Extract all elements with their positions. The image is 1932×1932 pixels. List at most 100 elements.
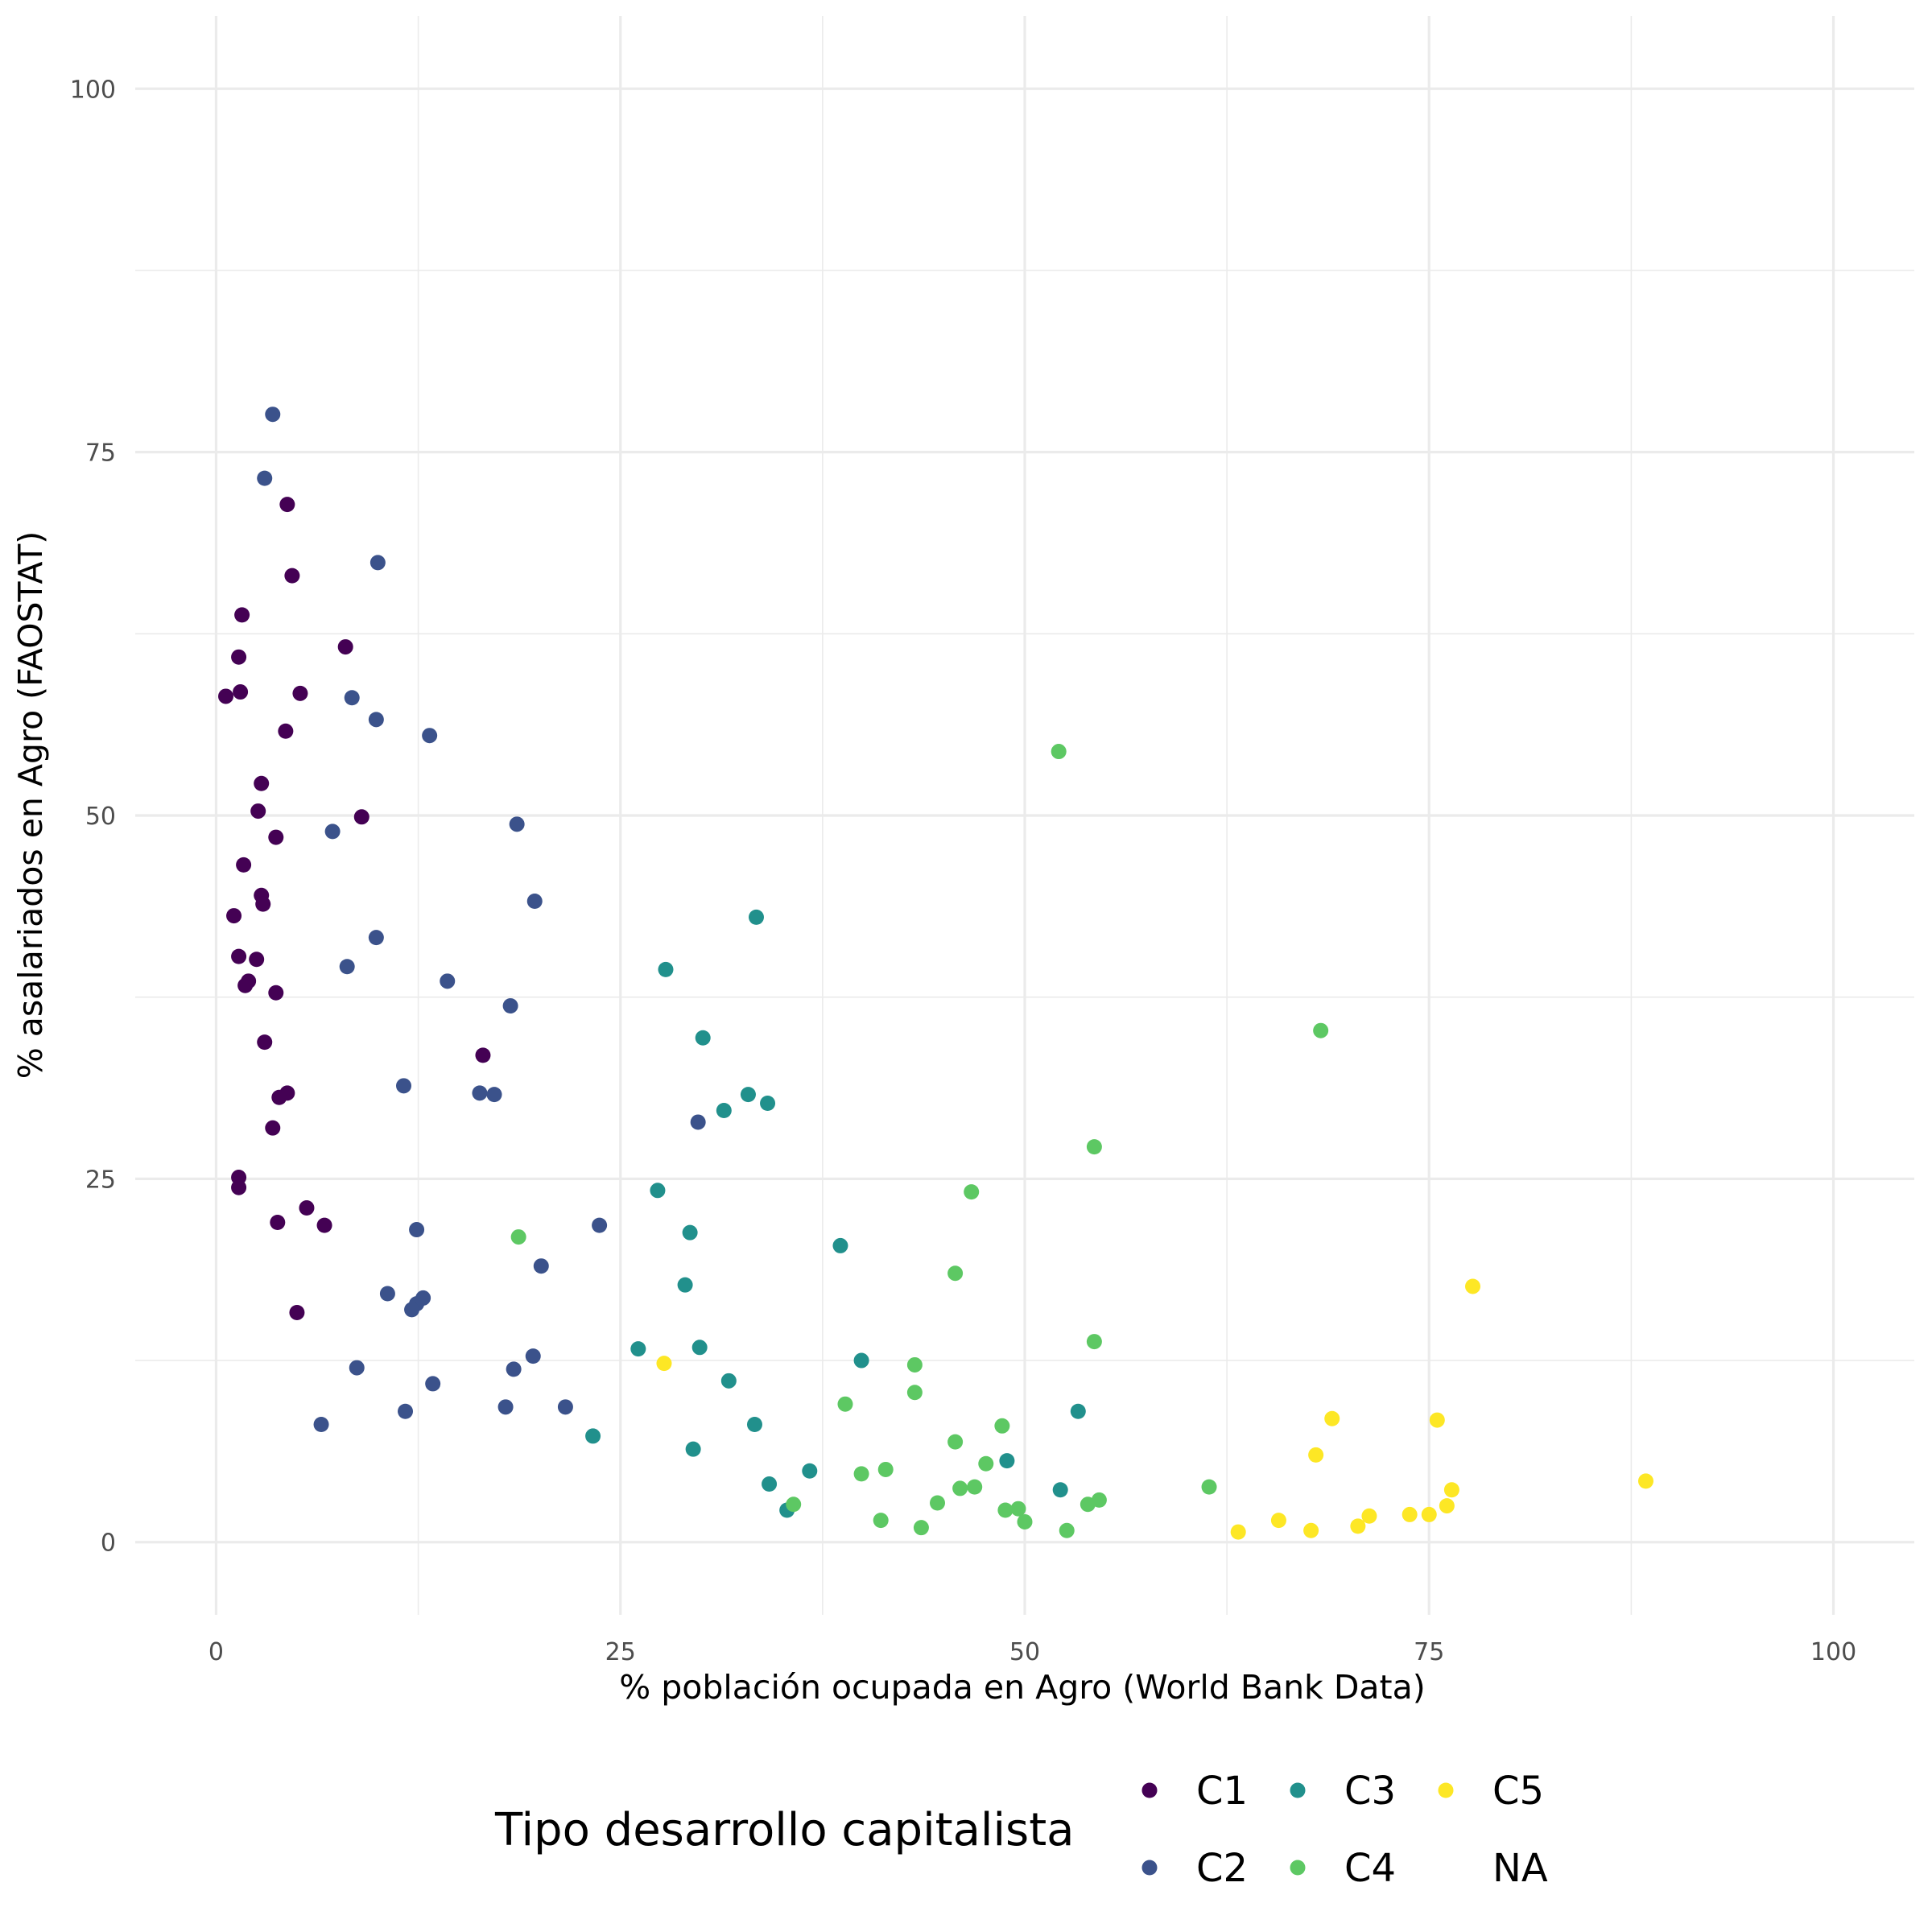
data-point (265, 1120, 281, 1136)
series-c5 (656, 1278, 1653, 1540)
data-point (690, 1114, 706, 1130)
x-tick-label: 25 (605, 1638, 636, 1666)
y-tick-label: 100 (70, 76, 116, 104)
y-tick-label: 0 (101, 1530, 116, 1558)
data-point (284, 568, 300, 584)
x-axis-title: % población ocupada en Agro (World Bank … (619, 1668, 1425, 1707)
data-point (691, 1340, 708, 1356)
data-point (720, 1373, 737, 1389)
data-point (349, 1360, 365, 1376)
data-point (1270, 1513, 1286, 1529)
data-point (509, 816, 525, 832)
data-point (1201, 1479, 1217, 1495)
data-point (1080, 1496, 1096, 1513)
legend-key (1290, 1782, 1306, 1798)
data-point (906, 1385, 923, 1401)
data-point (994, 1418, 1010, 1434)
data-point (1017, 1513, 1033, 1530)
data-point (525, 1348, 541, 1364)
legend-item-c1: C1 (1141, 1769, 1248, 1814)
data-point (398, 1403, 414, 1419)
data-point (853, 1466, 869, 1482)
data-point (630, 1341, 646, 1357)
y-tick-label: 50 (85, 803, 116, 831)
data-point (740, 1087, 756, 1103)
data-point (425, 1376, 441, 1392)
data-point (344, 690, 360, 706)
data-point (279, 497, 295, 513)
data-point (1308, 1447, 1324, 1463)
data-point (1086, 1139, 1102, 1155)
grid-lines (135, 16, 1914, 1615)
y-tick-label: 25 (85, 1166, 116, 1194)
data-point (978, 1455, 994, 1472)
data-point (947, 1265, 964, 1282)
data-point (786, 1496, 802, 1513)
data-point (832, 1237, 848, 1253)
data-point (257, 1034, 273, 1051)
data-point (1303, 1522, 1319, 1538)
legend-label: C2 (1196, 1846, 1248, 1891)
data-point (716, 1103, 732, 1119)
data-point (353, 809, 369, 825)
legend-label: C3 (1344, 1769, 1396, 1814)
data-point (967, 1479, 983, 1495)
y-axis-tick-labels: 0 25 50 75 100 (70, 76, 116, 1557)
legend-title: Tipo desarrollo capitalista (494, 1804, 1074, 1856)
data-point (1443, 1482, 1459, 1498)
x-axis-tick-labels: 0 25 50 75 100 (208, 1638, 1856, 1666)
legend-item-c4: C4 (1290, 1846, 1396, 1891)
data-point (1429, 1412, 1445, 1428)
data-point (404, 1302, 420, 1318)
data-point (254, 775, 270, 791)
x-tick-label: 75 (1414, 1638, 1444, 1666)
data-point (802, 1463, 818, 1479)
data-point (502, 998, 518, 1014)
series-c2 (257, 407, 706, 1432)
data-point (526, 894, 543, 910)
data-point (409, 1222, 425, 1238)
data-point (585, 1428, 601, 1444)
data-point (1637, 1473, 1653, 1489)
y-tick-label: 75 (85, 440, 116, 468)
data-point (324, 824, 341, 840)
data-point (231, 1179, 247, 1195)
data-point (1439, 1498, 1455, 1514)
data-point (250, 803, 266, 819)
data-point (257, 470, 273, 486)
data-point (368, 930, 384, 946)
legend-label: NA (1492, 1846, 1548, 1891)
data-point (1070, 1403, 1086, 1419)
data-point (695, 1030, 711, 1046)
data-point (231, 948, 247, 964)
data-point (592, 1217, 608, 1233)
legend-item-c5: C5 (1438, 1769, 1544, 1814)
data-point (1313, 1022, 1329, 1038)
data-point (497, 1399, 514, 1415)
legend-label: C5 (1492, 1769, 1544, 1814)
data-point (1052, 1482, 1068, 1498)
series-c1 (218, 497, 491, 1320)
data-point (292, 685, 308, 701)
data-point (369, 555, 386, 571)
data-point (510, 1229, 526, 1245)
legend-item-na: NA (1492, 1846, 1548, 1891)
data-point (316, 1217, 332, 1233)
data-point (313, 1416, 329, 1432)
data-point (422, 728, 438, 744)
data-point (265, 407, 281, 423)
legend: Tipo desarrollo capitalista C1 C2 C3 C4 C5 NA (494, 1769, 1548, 1891)
data-point (685, 1441, 701, 1457)
data-point (396, 1078, 412, 1094)
data-point (650, 1183, 666, 1199)
x-tick-label: 50 (1009, 1638, 1040, 1666)
data-point (337, 639, 353, 655)
legend-label: C4 (1344, 1846, 1396, 1891)
data-point (289, 1304, 305, 1320)
legend-key (1438, 1782, 1454, 1798)
data-point (762, 1476, 778, 1492)
data-point (237, 977, 254, 993)
data-point (234, 607, 250, 623)
data-point (506, 1361, 522, 1377)
